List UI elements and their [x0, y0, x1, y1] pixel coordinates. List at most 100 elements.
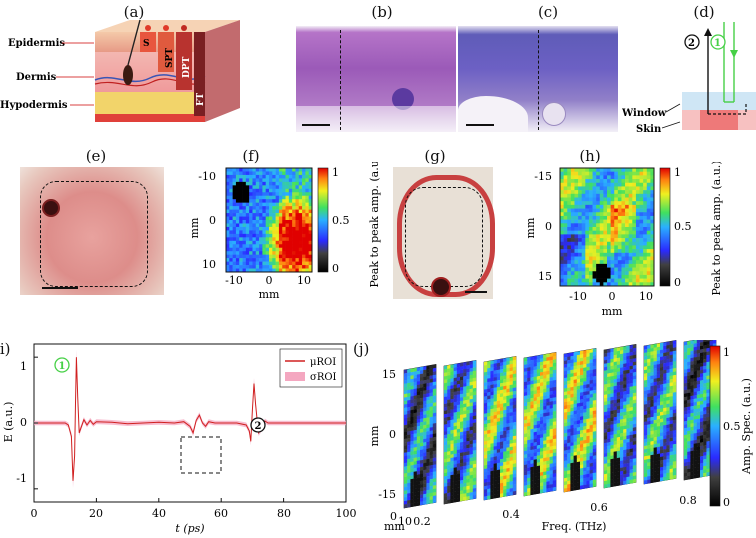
slice-cell	[549, 414, 554, 420]
slice-cell	[490, 384, 494, 389]
heatmap-cell	[628, 186, 633, 191]
heatmap-cell	[639, 193, 644, 198]
heatmap-cell	[581, 234, 586, 239]
heatmap-cell	[563, 186, 568, 191]
slice-cell	[423, 390, 427, 395]
slice-cell	[656, 422, 661, 427]
heatmap-cell	[308, 251, 313, 255]
heatmap-cell	[298, 223, 303, 228]
slice-cell	[703, 448, 707, 453]
slice-cell	[684, 382, 688, 388]
heatmap-cell	[232, 174, 237, 179]
slice-cell	[583, 439, 587, 444]
slice-cell	[527, 418, 531, 424]
slice-cell	[573, 444, 578, 450]
heatmap-cell	[245, 258, 250, 262]
slice-cell	[607, 348, 611, 354]
slice-cell	[647, 365, 651, 370]
slice-cell	[647, 379, 651, 384]
heatmap-cell	[635, 282, 640, 287]
heatmap-cell	[252, 188, 257, 193]
slice-cell	[573, 462, 578, 467]
slice-cell	[469, 485, 474, 490]
heatmap-cell	[639, 227, 644, 231]
heatmap-cell	[599, 182, 604, 187]
slice-cell	[653, 364, 658, 369]
j-cbar-tick-0: 1	[723, 346, 730, 359]
slice-cell	[552, 417, 557, 423]
slice-cell	[536, 468, 541, 474]
heatmap-cell	[585, 260, 590, 265]
slice-cell	[564, 422, 568, 427]
slice-cell	[583, 394, 587, 400]
slice-cell	[607, 473, 611, 478]
heatmap-cell	[625, 171, 629, 176]
slice-cell	[653, 467, 658, 473]
slice-cell	[546, 412, 550, 417]
slice-cell	[656, 350, 661, 355]
slice-cell	[567, 408, 571, 413]
slice-cell	[696, 463, 701, 468]
slice-cell	[506, 416, 510, 421]
heatmap-cell	[599, 168, 604, 172]
slice-cell	[503, 413, 507, 418]
heatmap-cell	[560, 223, 564, 228]
slice-cell	[487, 416, 491, 421]
slice-cell	[653, 388, 658, 393]
marker-hole-e	[42, 199, 60, 217]
heatmap-cell	[578, 219, 582, 224]
slice-cell	[687, 461, 691, 466]
slice-cell	[700, 438, 704, 443]
slice-cell	[706, 344, 710, 349]
slice-cell	[632, 461, 637, 466]
slice-cell	[687, 437, 691, 442]
slice-cell	[530, 466, 534, 471]
slice-cell	[589, 373, 594, 378]
heatmap-cell	[639, 204, 644, 209]
slice-cell	[690, 385, 694, 390]
heatmap-cell	[617, 238, 622, 243]
slice-cell	[456, 463, 461, 468]
heatmap-cell	[265, 230, 270, 235]
slice-cell	[496, 469, 501, 474]
slice-cell	[546, 387, 550, 393]
slice-cell	[466, 447, 470, 452]
heatmap-cell	[308, 244, 313, 249]
heatmap-cell	[567, 238, 572, 243]
slice-cell	[543, 440, 547, 445]
slice-cell	[543, 395, 547, 400]
slice-cell	[616, 433, 621, 438]
heatmap-cell	[607, 245, 611, 250]
heatmap-cell	[245, 240, 250, 245]
slice-cell	[650, 451, 654, 456]
heatmap-cell	[578, 252, 582, 257]
heatmap-cell	[229, 192, 233, 197]
layer-label-epidermis: Epidermis	[8, 38, 65, 49]
slice-cell	[546, 363, 550, 369]
slice-cell	[469, 447, 474, 452]
heatmap-cell	[275, 220, 280, 224]
slice-cell	[540, 382, 544, 387]
heatmap-cell	[298, 220, 303, 224]
heatmap-cell	[643, 282, 648, 287]
slice-cell	[672, 374, 677, 380]
slice-cell	[672, 430, 677, 435]
heatmap-cell	[560, 208, 564, 213]
slice-cell	[573, 403, 578, 408]
heatmap-cell	[610, 193, 615, 198]
slice-cell	[444, 465, 448, 470]
slice-cell	[592, 438, 597, 443]
heatmap-cell	[592, 256, 597, 261]
slice-cell	[684, 348, 688, 353]
slice-cell	[429, 382, 434, 387]
heatmap-cell	[305, 171, 309, 176]
panel-label-i: (i)	[0, 340, 11, 358]
slice-cell	[586, 473, 590, 478]
heatmap-cell	[628, 249, 633, 254]
slice-cell	[589, 473, 594, 478]
heatmap-cell	[275, 247, 280, 252]
slice-cell	[466, 382, 470, 387]
heatmap-cell	[249, 254, 253, 259]
heatmap-cell	[239, 213, 243, 217]
slice-cell	[429, 489, 434, 494]
